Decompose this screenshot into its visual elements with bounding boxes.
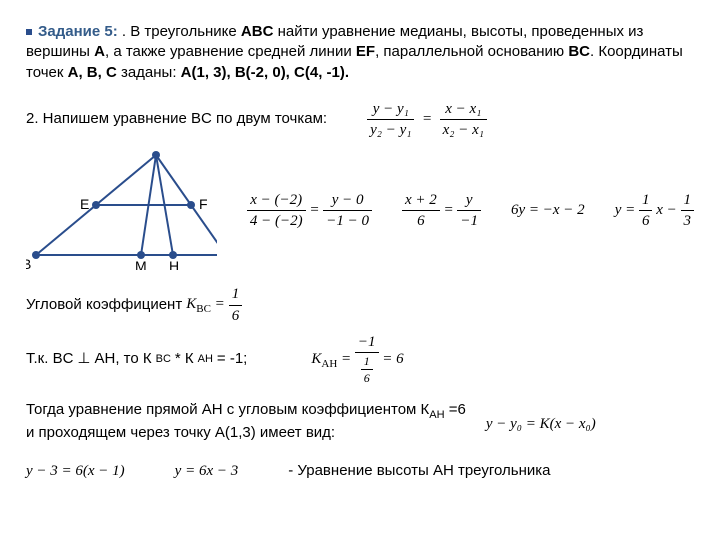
perp-s2: AH bbox=[198, 352, 213, 367]
gen-lnum: y − y₁ bbox=[367, 99, 414, 119]
task-b1: ABC bbox=[241, 23, 274, 40]
task-t1: . В треугольнике bbox=[118, 23, 241, 40]
perp-t3: * К bbox=[175, 349, 194, 369]
final-label: - Уравнение высоты AH треугольника bbox=[288, 461, 550, 481]
svg-text:A: A bbox=[152, 150, 162, 152]
concl-l1b: =6 bbox=[445, 401, 466, 418]
task-t3: , а также уравнение средней линии bbox=[105, 43, 356, 60]
e2-rn: y bbox=[457, 190, 481, 210]
slope-line: Угловой коэффициент KBC = 16 bbox=[26, 284, 694, 326]
bullet-icon bbox=[26, 29, 32, 35]
perp-line: Т.к. BC ⊥ AH, то К BC * К AH = -1; KAH = −… bbox=[26, 332, 694, 387]
e4-mid: x − bbox=[656, 202, 680, 218]
e2-ln: x + 2 bbox=[402, 190, 440, 210]
perp-t4: = -1; bbox=[217, 349, 247, 369]
conclusion-block: Тогда уравнение прямой AH с угловым коэф… bbox=[26, 400, 694, 443]
final-row: y − 3 = 6(x − 1) y = 6x − 3 - Уравнение … bbox=[26, 461, 694, 481]
perp-s1: BC bbox=[156, 352, 171, 367]
task-label: Задание 5: bbox=[38, 23, 118, 40]
slope-pre: Угловой коэффициент bbox=[26, 295, 182, 315]
concl-l2: и проходящем через точку A(1,3) имеет ви… bbox=[26, 423, 466, 443]
e4-bn: 1 bbox=[681, 190, 695, 210]
concl-l1a: Тогда уравнение прямой AH с угловым коэф… bbox=[26, 401, 429, 418]
point-slope-formula: y − y₀ = K(x − x₀) bbox=[486, 414, 596, 434]
kbc-s: BC bbox=[196, 303, 211, 315]
kbc-n: 1 bbox=[229, 284, 243, 304]
gen-rnum: x − x₁ bbox=[440, 99, 487, 119]
concl-l1s: AH bbox=[429, 409, 444, 421]
e1-rn: y − 0 bbox=[323, 190, 372, 210]
kah-calc: KAH = −116 = 6 bbox=[311, 332, 403, 387]
kbc-l: K bbox=[186, 296, 196, 312]
triangle-diagram: ABCEFMH bbox=[26, 150, 217, 270]
perp-t2: AH, то К bbox=[94, 349, 151, 369]
bc-derivation: x − (−2)4 − (−2) = y − 0−1 − 0 x + 26 = … bbox=[247, 190, 694, 232]
e1-ln: x − (−2) bbox=[247, 190, 306, 210]
e1-ld: 4 − (−2) bbox=[247, 210, 306, 231]
step-label: 2. Напишем уравнение BC по двум точкам: bbox=[26, 109, 327, 129]
gen-rden: x₂ − x₁ bbox=[440, 119, 487, 140]
task-b5: A, B, C bbox=[68, 64, 117, 81]
step-row: 2. Напишем уравнение BC по двум точкам: … bbox=[26, 99, 694, 141]
e4-ad: 6 bbox=[639, 210, 653, 231]
perp-t1: Т.к. BC bbox=[26, 349, 73, 369]
e4-bd: 3 bbox=[681, 210, 695, 231]
svg-text:H: H bbox=[169, 258, 179, 270]
svg-text:E: E bbox=[80, 196, 89, 212]
e1-rd: −1 − 0 bbox=[323, 210, 372, 231]
perp-symbol-icon: ⊥ bbox=[77, 349, 90, 369]
e2-rd: −1 bbox=[457, 210, 481, 231]
final-e2: y = 6x − 3 bbox=[175, 461, 239, 481]
gen-lden: y₂ − y₁ bbox=[367, 119, 414, 140]
e3: 6y = −x − 2 bbox=[511, 200, 585, 220]
svg-text:F: F bbox=[199, 196, 208, 212]
svg-text:M: M bbox=[135, 258, 147, 270]
e4-pre: y = bbox=[615, 202, 639, 218]
task-b2: A bbox=[94, 43, 105, 60]
kbc-d: 6 bbox=[229, 305, 243, 326]
two-point-formula: y − y₁y₂ − y₁ = x − x₁x₂ − x₁ bbox=[367, 99, 487, 141]
kbc-e: = bbox=[211, 296, 225, 312]
final-e1: y − 3 = 6(x − 1) bbox=[26, 461, 125, 481]
svg-text:B: B bbox=[26, 256, 31, 270]
task-b6: A(1, 3), B(-2, 0), C(4, -1). bbox=[181, 64, 349, 81]
e4-an: 1 bbox=[639, 190, 653, 210]
task-statement: Задание 5: . В треугольнике ABC найти ур… bbox=[26, 22, 694, 83]
task-b3: EF bbox=[356, 43, 375, 60]
task-t4: , параллельной основанию bbox=[375, 43, 568, 60]
e2-ld: 6 bbox=[402, 210, 440, 231]
task-b4: BC bbox=[568, 43, 590, 60]
task-t6: заданы: bbox=[117, 64, 181, 81]
